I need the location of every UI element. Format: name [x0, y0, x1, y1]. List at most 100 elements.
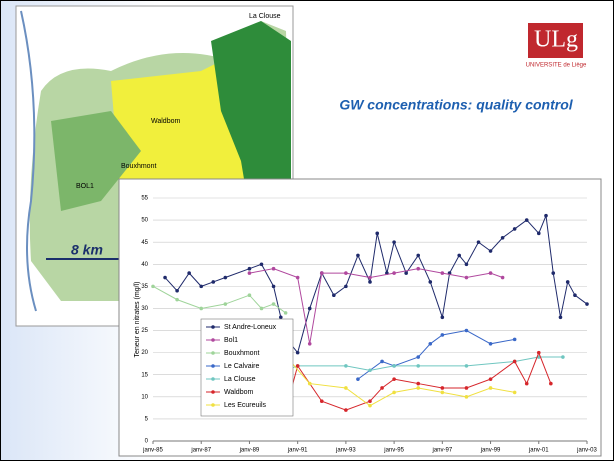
data-point — [441, 391, 445, 395]
data-point — [272, 267, 276, 271]
data-point — [525, 218, 529, 222]
data-point — [248, 271, 252, 275]
data-point — [441, 271, 445, 275]
data-point — [279, 315, 283, 319]
x-tick-label: janv-91 — [287, 448, 308, 454]
data-point — [356, 254, 360, 258]
data-point — [544, 214, 548, 218]
legend-marker — [211, 338, 215, 342]
legend-label: Bouxhmont — [224, 350, 259, 357]
data-point — [416, 355, 420, 359]
data-point — [272, 285, 276, 289]
legend-marker — [211, 325, 215, 329]
x-tick-label: janv-85 — [142, 448, 163, 454]
data-point — [308, 342, 312, 346]
data-point — [344, 285, 348, 289]
data-point — [380, 386, 384, 390]
data-point — [457, 254, 461, 258]
data-point — [404, 271, 408, 275]
data-point — [561, 355, 565, 359]
data-point — [465, 329, 469, 333]
y-tick-label: 5 — [145, 416, 149, 422]
series-line — [286, 353, 551, 410]
x-tick-label: janv-89 — [239, 448, 260, 454]
legend-marker — [211, 390, 215, 394]
data-point — [551, 271, 555, 275]
data-point — [224, 276, 228, 280]
data-point — [525, 382, 529, 386]
y-tick-label: 10 — [141, 394, 148, 400]
legend-label: St Andre-Loneux — [224, 324, 277, 331]
y-tick-label: 15 — [141, 372, 148, 378]
data-point — [416, 386, 420, 390]
x-tick-label: janv-97 — [431, 448, 452, 454]
data-point — [537, 232, 541, 236]
data-point — [585, 302, 589, 306]
data-point — [175, 289, 179, 293]
legend-label: Le Calvaire — [224, 363, 260, 370]
x-tick-label: janv-95 — [383, 448, 404, 454]
data-point — [296, 351, 300, 355]
data-point — [489, 342, 493, 346]
data-point — [187, 271, 191, 275]
data-point — [163, 276, 167, 280]
data-point — [489, 377, 493, 381]
data-point — [392, 391, 396, 395]
y-tick-label: 45 — [141, 240, 148, 246]
legend-label: Les Ecureuils — [224, 402, 267, 409]
y-tick-label: 50 — [141, 218, 148, 224]
data-point — [296, 276, 300, 280]
series-line — [358, 331, 515, 380]
x-tick-label: janv-87 — [190, 448, 211, 454]
data-point — [248, 267, 252, 271]
data-point — [392, 271, 396, 275]
data-point — [428, 280, 432, 284]
data-point — [344, 386, 348, 390]
legend-label: Waldbom — [224, 389, 253, 396]
legend-label: Bol1 — [224, 337, 238, 344]
data-point — [272, 302, 276, 306]
data-point — [308, 307, 312, 311]
data-point — [368, 280, 372, 284]
data-point — [513, 227, 517, 231]
data-point — [175, 298, 179, 302]
data-point — [416, 254, 420, 258]
data-point — [392, 364, 396, 368]
y-tick-label: 25 — [141, 328, 148, 334]
data-point — [368, 276, 372, 280]
x-tick-label: janv-03 — [576, 448, 597, 454]
data-point — [513, 391, 517, 395]
data-point — [465, 386, 469, 390]
y-tick-label: 20 — [141, 350, 148, 356]
x-tick-label: janv-01 — [528, 448, 549, 454]
legend-marker — [211, 377, 215, 381]
data-point — [513, 360, 517, 364]
series-line — [290, 361, 514, 405]
data-point — [465, 276, 469, 280]
y-tick-label: 0 — [145, 439, 149, 445]
data-point — [566, 280, 570, 284]
data-point — [489, 386, 493, 390]
data-point — [477, 240, 481, 244]
data-point — [537, 351, 541, 355]
data-point — [465, 395, 469, 399]
data-point — [392, 240, 396, 244]
data-point — [368, 369, 372, 373]
data-point — [380, 360, 384, 364]
data-point — [224, 302, 228, 306]
y-tick-label: 40 — [141, 262, 148, 268]
data-point — [320, 271, 324, 275]
data-point — [344, 271, 348, 275]
legend-label: La Clouse — [224, 376, 256, 383]
data-point — [465, 262, 469, 266]
legend-marker — [211, 351, 215, 355]
data-point — [199, 285, 203, 289]
data-point — [211, 280, 215, 284]
data-point — [489, 249, 493, 253]
data-point — [260, 262, 264, 266]
data-point — [441, 333, 445, 337]
data-point — [248, 293, 252, 297]
data-point — [344, 364, 348, 368]
data-point — [199, 307, 203, 311]
data-point — [573, 293, 577, 297]
